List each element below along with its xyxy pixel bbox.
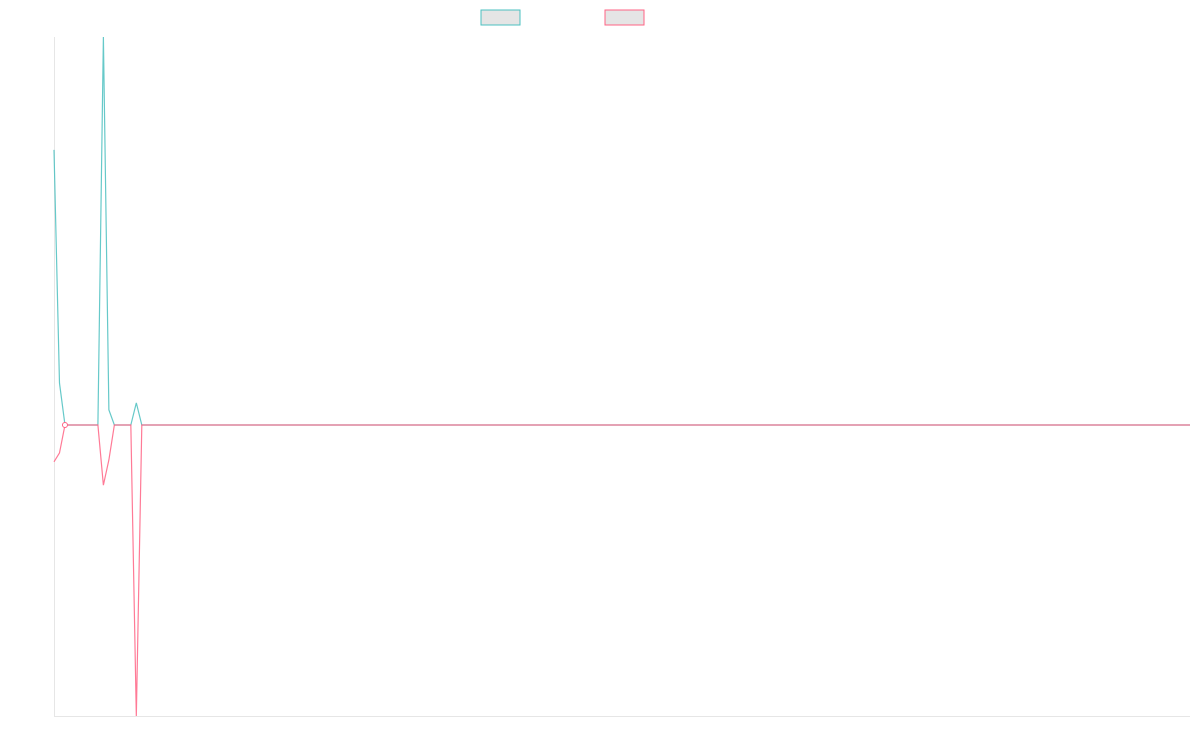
series-line-2 <box>53 424 1190 717</box>
legend-swatch-1[interactable] <box>480 9 521 26</box>
legend-swatch-2[interactable] <box>604 9 645 26</box>
data-point-marker[interactable] <box>61 422 68 428</box>
series-line-1 <box>53 36 1190 426</box>
legend <box>480 9 645 26</box>
